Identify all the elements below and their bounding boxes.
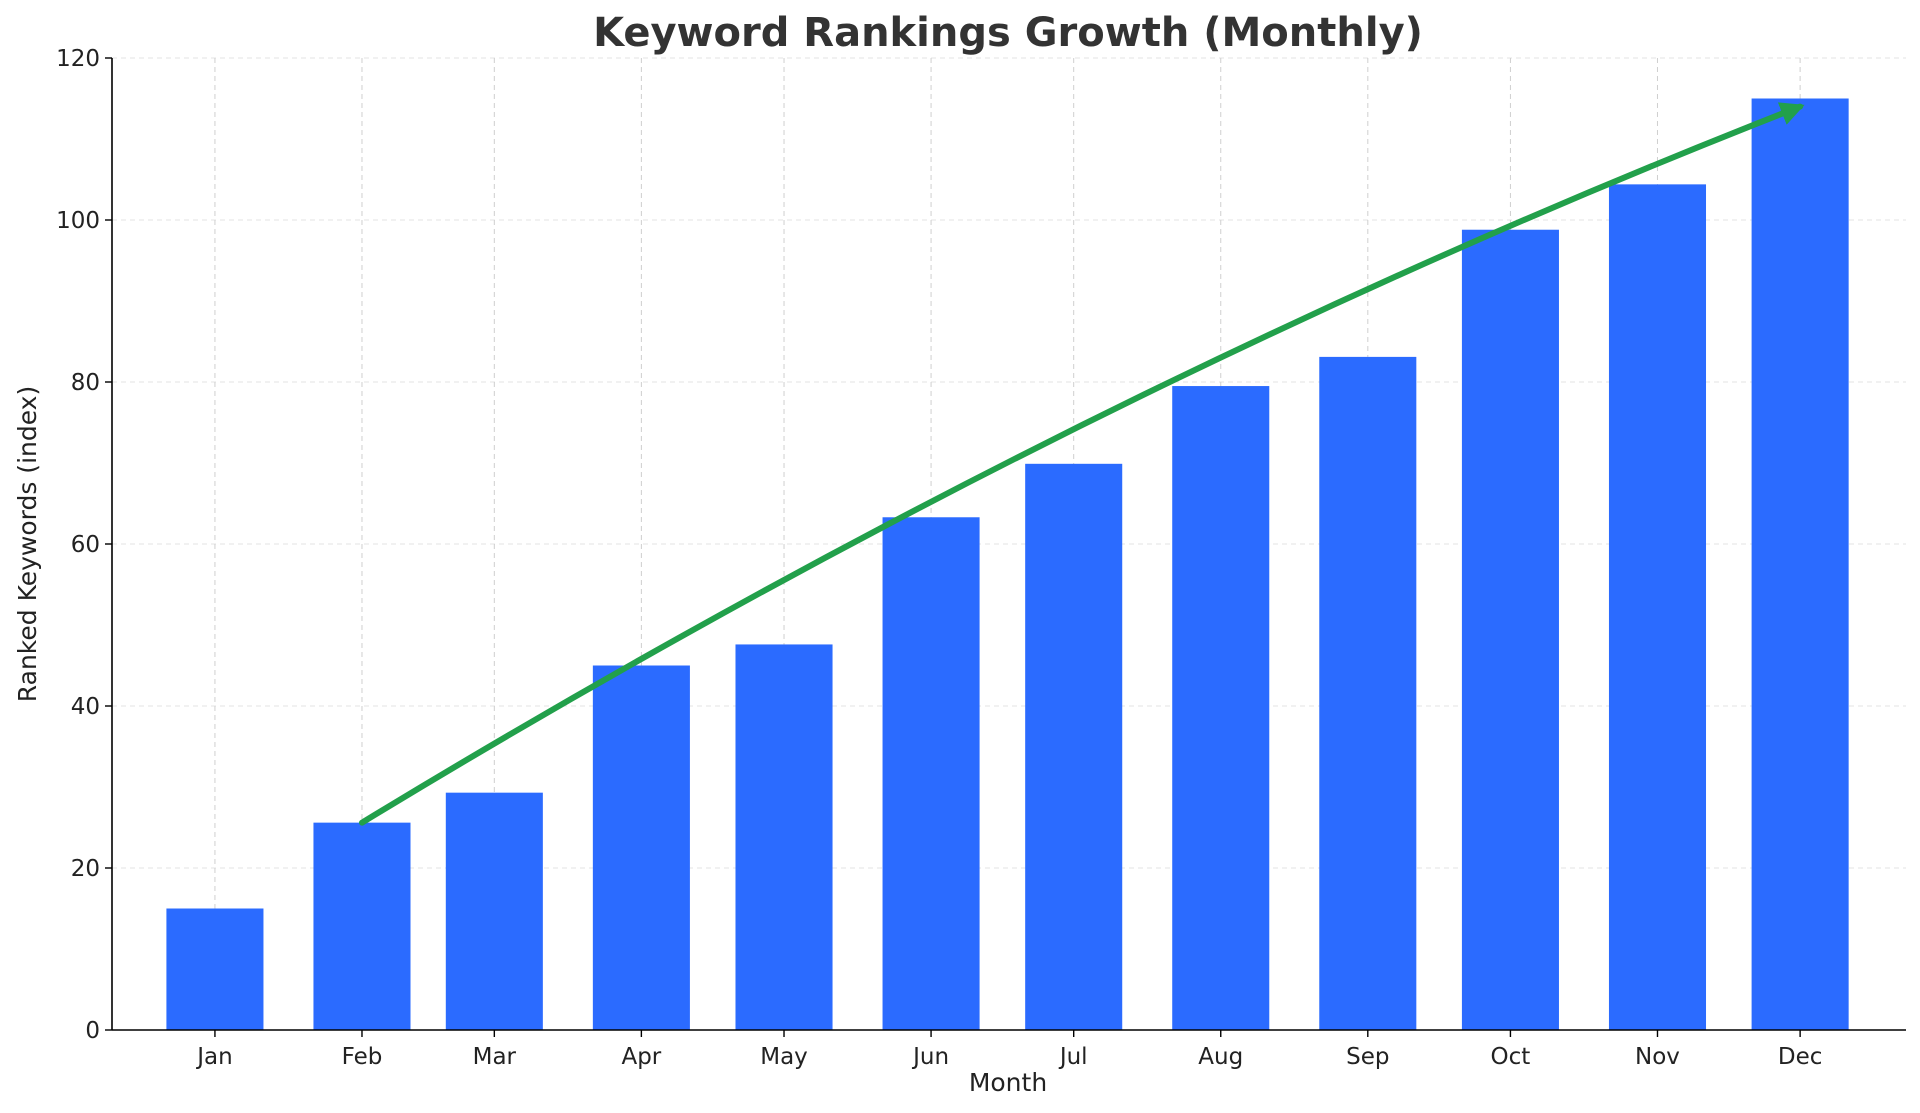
- y-tick-label: 40: [71, 694, 100, 720]
- bar-aug: [1172, 386, 1270, 1030]
- bar-feb: [313, 822, 411, 1030]
- x-tick-label-aug: Aug: [1198, 1044, 1243, 1070]
- x-tick-label-jan: Jan: [195, 1044, 232, 1070]
- y-tick-label: 100: [56, 208, 100, 234]
- bar-jan: [166, 908, 264, 1030]
- x-tick-label-jul: Jul: [1058, 1044, 1088, 1070]
- x-tick-label-dec: Dec: [1778, 1044, 1823, 1070]
- x-axis-label: Month: [969, 1068, 1047, 1097]
- bar-mar: [445, 792, 543, 1030]
- y-tick-label: 60: [71, 532, 100, 558]
- x-tick-label-may: May: [760, 1044, 808, 1070]
- bar-sep: [1319, 356, 1417, 1030]
- bar-oct: [1461, 229, 1559, 1031]
- x-tick-label-mar: Mar: [473, 1044, 517, 1070]
- y-tick-label: 80: [71, 370, 100, 396]
- trend-annotation: [358, 102, 1805, 826]
- y-tick-label: 0: [85, 1018, 100, 1044]
- bar-may: [735, 644, 833, 1030]
- x-tick-label-oct: Oct: [1491, 1044, 1531, 1070]
- bar-jun: [882, 517, 980, 1030]
- growth-trend-arrow: [358, 102, 1805, 826]
- y-tick-label: 120: [56, 46, 100, 72]
- x-tick-label-sep: Sep: [1346, 1044, 1389, 1070]
- x-tick-label-jun: Jun: [911, 1044, 949, 1070]
- bar-nov: [1608, 184, 1707, 1031]
- x-tick-label-feb: Feb: [342, 1044, 383, 1070]
- x-tick-label-apr: Apr: [621, 1044, 661, 1070]
- y-tick-label: 20: [71, 856, 100, 882]
- y-axis-ticks: 0 20 40 60 80 100 120: [56, 46, 112, 1044]
- bar-apr: [592, 665, 690, 1030]
- chart-title: Keyword Rankings Growth (Monthly): [593, 10, 1423, 56]
- bar-jul: [1025, 463, 1123, 1030]
- y-axis-label: Ranked Keywords (index): [13, 386, 42, 702]
- x-axis-ticks: Jan Feb Mar Apr May Jun Jul Aug Sep Oct Nov Dec: [195, 1030, 1822, 1070]
- bars: [166, 98, 1849, 1031]
- bar-dec: [1751, 98, 1849, 1030]
- x-tick-label-nov: Nov: [1635, 1044, 1680, 1070]
